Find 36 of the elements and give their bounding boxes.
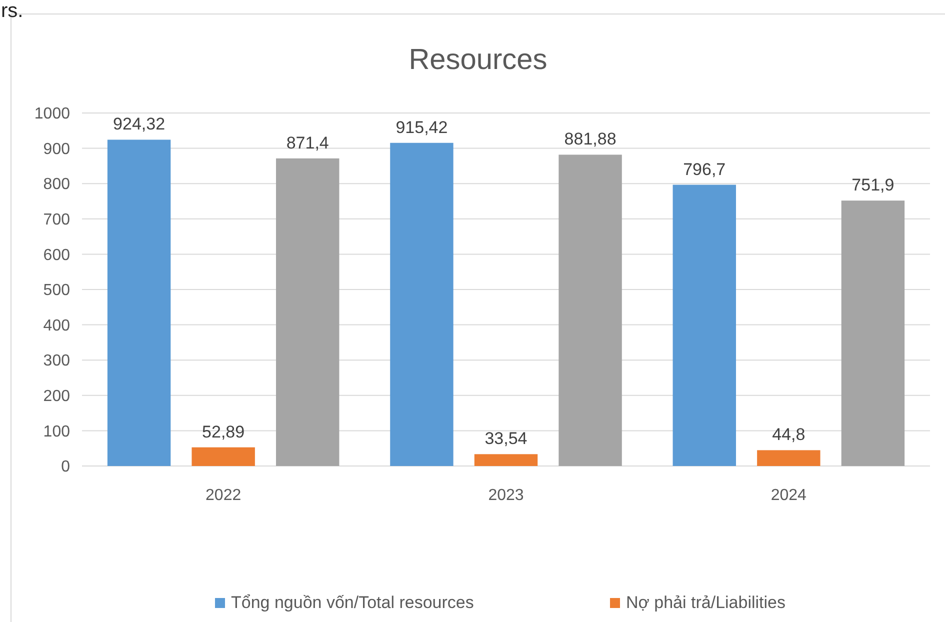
bar xyxy=(672,184,736,466)
y-tick-label: 1000 xyxy=(34,106,70,123)
data-label: 33,54 xyxy=(484,429,528,448)
bar xyxy=(474,454,538,466)
data-label: 871,4 xyxy=(286,133,329,152)
bar xyxy=(558,154,622,466)
y-tick-label: 100 xyxy=(43,423,70,440)
bar xyxy=(390,142,454,466)
y-tick-label: 300 xyxy=(43,352,70,370)
chart-title: Resources xyxy=(408,44,548,76)
x-tick-label: 2023 xyxy=(488,487,524,504)
y-tick-label: 400 xyxy=(43,317,70,334)
bar xyxy=(757,450,820,466)
y-tick-label: 800 xyxy=(43,176,70,194)
data-label: 915,42 xyxy=(396,118,448,137)
y-tick-label: 0 xyxy=(61,458,70,476)
text: rs. xyxy=(1,0,24,22)
bar xyxy=(107,140,171,466)
y-tick-label: 700 xyxy=(43,212,70,228)
x-tick-label: 2022 xyxy=(206,487,242,504)
y-tick-label: 200 xyxy=(43,388,70,405)
y-tick-label: 600 xyxy=(43,246,70,264)
legend-label: Tổng nguồn vốn/Total resources xyxy=(231,593,474,612)
bar xyxy=(276,158,340,466)
bar xyxy=(841,200,905,466)
y-tick-label: 500 xyxy=(43,282,70,300)
legend-label: Nợ phải trả/Liabilities xyxy=(626,593,786,612)
data-label: 881,88 xyxy=(564,130,616,149)
y-tick-label: 900 xyxy=(43,140,70,158)
data-label: 751,9 xyxy=(852,176,894,195)
data-label: 796,7 xyxy=(683,160,726,179)
data-label: 924,32 xyxy=(113,114,166,134)
x-tick-label: 2024 xyxy=(770,487,807,504)
data-label: 52,89 xyxy=(202,422,245,442)
data-label: 44,8 xyxy=(772,425,806,444)
bar xyxy=(192,447,255,466)
